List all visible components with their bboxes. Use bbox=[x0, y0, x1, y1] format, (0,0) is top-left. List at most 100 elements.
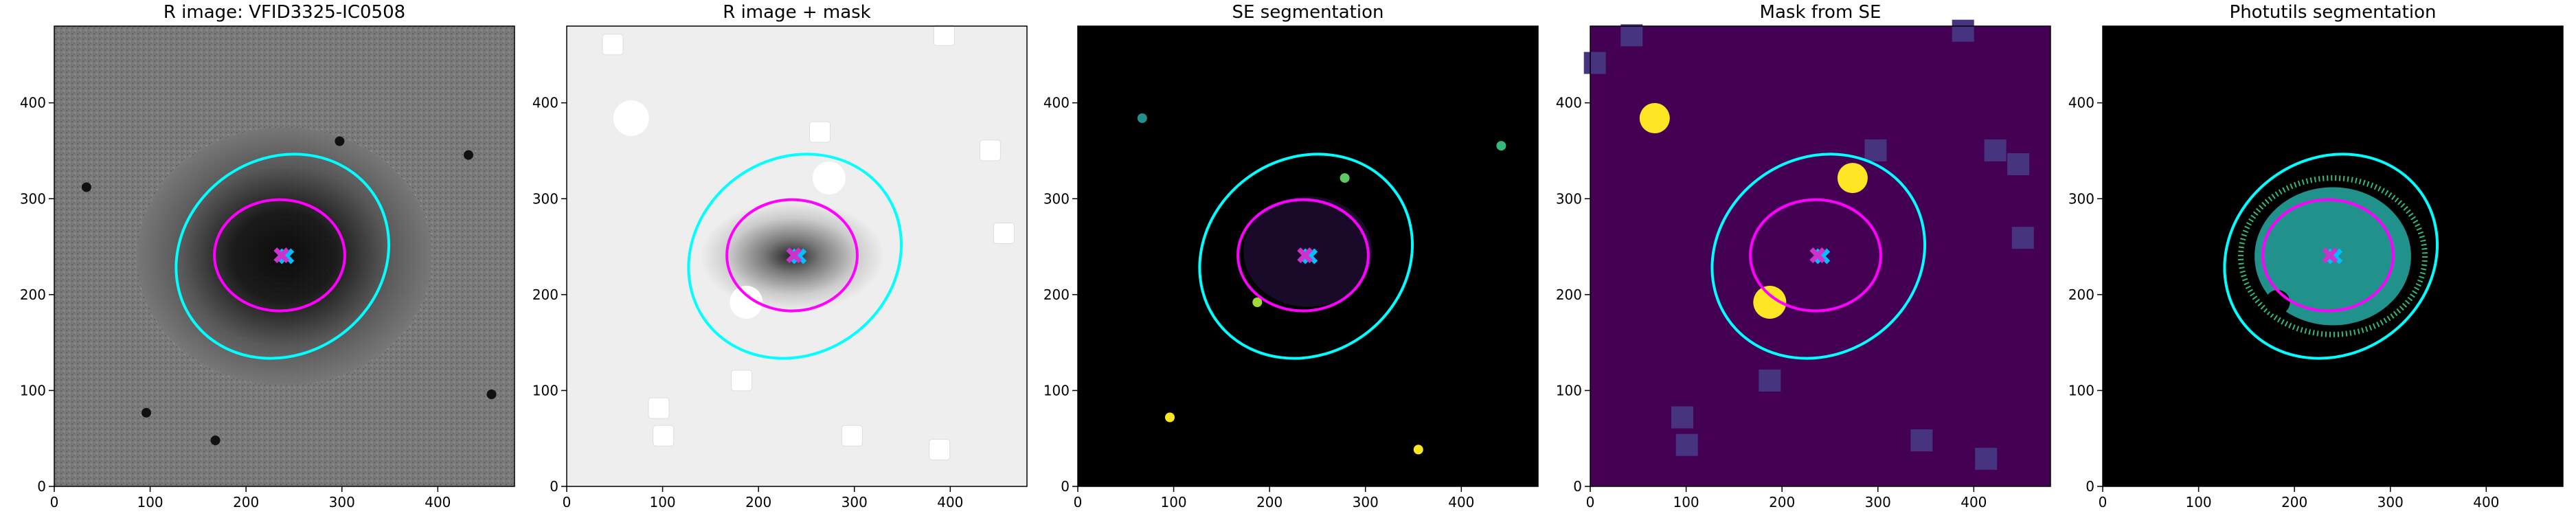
x-tick-label: 200 bbox=[1769, 494, 1795, 510]
panel-title: SE segmentation bbox=[1232, 2, 1384, 23]
mask-box bbox=[2007, 153, 2030, 175]
x-tick-label: 0 bbox=[2099, 494, 2108, 510]
y-tick-label: 400 bbox=[1043, 95, 1070, 111]
x-tick-label: 100 bbox=[1160, 494, 1186, 510]
panel bbox=[54, 25, 515, 487]
segment bbox=[1252, 297, 1263, 307]
mask-circle bbox=[613, 100, 649, 136]
aperture bbox=[687, 153, 903, 360]
x-tick-label: 200 bbox=[233, 494, 259, 510]
x-tick-label: 0 bbox=[50, 494, 59, 510]
y-tick-label: 400 bbox=[532, 95, 558, 111]
star bbox=[486, 390, 497, 399]
x-tick-label: 300 bbox=[329, 494, 355, 510]
mask-box bbox=[933, 24, 955, 46]
mask-circle bbox=[1837, 163, 1868, 194]
segment bbox=[1496, 141, 1506, 151]
x-tick-label: 300 bbox=[1353, 494, 1379, 510]
axes-frame bbox=[1590, 25, 2051, 487]
mask-box bbox=[1864, 139, 1887, 161]
star bbox=[335, 136, 345, 146]
y-tick-label: 0 bbox=[1573, 478, 1582, 495]
mask-box bbox=[1759, 369, 1781, 392]
y-tick-label: 400 bbox=[1556, 95, 1582, 111]
center-marker bbox=[786, 247, 802, 264]
mask-box bbox=[993, 223, 1015, 244]
y-tick-label: 100 bbox=[532, 382, 558, 398]
y-tick-label: 400 bbox=[20, 95, 46, 111]
panel-title: Photutils segmentation bbox=[2230, 2, 2437, 23]
center-marker bbox=[1809, 247, 1826, 264]
y-tick-label: 300 bbox=[1043, 190, 1070, 207]
segment bbox=[1413, 444, 1423, 455]
y-tick-label: 200 bbox=[1556, 286, 1582, 303]
y-tick-label: 200 bbox=[20, 286, 46, 303]
x-tick-label: 200 bbox=[745, 494, 771, 510]
x-tick-label: 0 bbox=[1074, 494, 1083, 510]
y-tick-label: 200 bbox=[2068, 286, 2094, 303]
x-tick-label: 100 bbox=[649, 494, 675, 510]
mask-box bbox=[929, 438, 951, 460]
axes-frame bbox=[1077, 25, 1539, 487]
y-tick-label: 300 bbox=[2068, 190, 2094, 207]
x-tick-label: 400 bbox=[1961, 494, 1987, 510]
y-tick-label: 300 bbox=[532, 190, 558, 207]
x-tick-label: 0 bbox=[1586, 494, 1595, 510]
x-tick-label: 100 bbox=[137, 494, 163, 510]
y-tick-label: 0 bbox=[550, 478, 558, 495]
star bbox=[142, 407, 151, 418]
segment-halo bbox=[2238, 175, 2428, 337]
mask-box bbox=[731, 370, 753, 392]
aperture bbox=[1236, 198, 1370, 313]
star bbox=[210, 436, 221, 445]
panel bbox=[1077, 25, 1539, 487]
y-tick-label: 100 bbox=[2068, 382, 2094, 398]
aperture bbox=[725, 198, 859, 313]
mask-box bbox=[1975, 447, 1998, 470]
mask-box bbox=[1620, 24, 1643, 47]
axes-frame bbox=[566, 25, 1028, 487]
star bbox=[81, 182, 91, 192]
aperture bbox=[2261, 198, 2395, 313]
x-tick-label: 300 bbox=[1865, 494, 1891, 510]
y-tick-label: 200 bbox=[532, 286, 558, 303]
mask-box bbox=[1671, 406, 1693, 429]
segment-hole bbox=[2265, 290, 2290, 315]
mask-box bbox=[1583, 52, 1606, 74]
y-tick-label: 100 bbox=[20, 382, 46, 398]
y-tick-label: 300 bbox=[20, 190, 46, 207]
axes-frame bbox=[54, 25, 515, 487]
y-tick-label: 0 bbox=[37, 478, 46, 495]
panel-title: R image + mask bbox=[723, 2, 871, 23]
x-tick-label: 400 bbox=[425, 494, 451, 510]
aperture bbox=[2223, 153, 2439, 360]
panel bbox=[566, 24, 1028, 487]
x-tick-label: 400 bbox=[2473, 494, 2499, 510]
segment bbox=[1165, 412, 1175, 423]
star bbox=[464, 150, 473, 160]
aperture bbox=[1198, 153, 1414, 360]
mask-box bbox=[653, 425, 675, 447]
center-marker bbox=[273, 247, 290, 264]
y-tick-label: 400 bbox=[2068, 95, 2094, 111]
x-tick-label: 300 bbox=[2377, 494, 2404, 510]
segment bbox=[1137, 113, 1147, 123]
aperture bbox=[213, 198, 346, 313]
x-tick-label: 400 bbox=[1448, 494, 1474, 510]
mask-box bbox=[648, 397, 670, 419]
x-tick-label: 0 bbox=[563, 494, 572, 510]
mask-box bbox=[2011, 227, 2034, 249]
mask-circle bbox=[1753, 286, 1787, 319]
y-tick-label: 0 bbox=[2086, 478, 2094, 495]
panel-title: Mask from SE bbox=[1760, 2, 1882, 23]
mask-circle bbox=[812, 161, 846, 195]
y-tick-label: 300 bbox=[1556, 190, 1582, 207]
axes-frame bbox=[2102, 25, 2564, 487]
mask-box bbox=[1910, 429, 1933, 451]
x-tick-label: 200 bbox=[2281, 494, 2307, 510]
aperture bbox=[174, 153, 390, 360]
mask-circle bbox=[1639, 103, 1670, 133]
mask-box bbox=[1675, 433, 1698, 456]
x-tick-label: 100 bbox=[1673, 494, 1699, 510]
